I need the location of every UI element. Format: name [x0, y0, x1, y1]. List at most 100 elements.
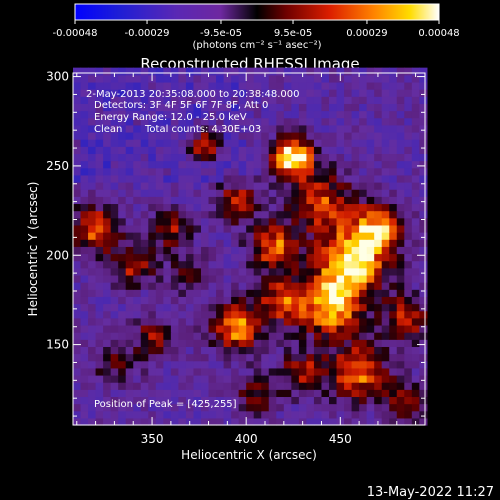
heatmap-cell — [298, 81, 308, 90]
heatmap-cell — [133, 110, 142, 119]
heatmap-cell — [404, 303, 413, 312]
heatmap-cell — [351, 332, 360, 340]
heatmap-cell — [389, 367, 398, 376]
heatmap-cell — [238, 181, 247, 190]
heatmap-cell — [283, 389, 292, 398]
heatmap-cell — [268, 167, 277, 176]
heatmap-cell — [88, 117, 97, 126]
heatmap-cell — [110, 103, 119, 112]
heatmap-cell — [246, 67, 255, 76]
heatmap-cell — [185, 110, 195, 119]
heatmap-cell — [140, 160, 149, 169]
heatmap-cell — [359, 310, 368, 319]
heatmap-cell — [155, 224, 164, 233]
heatmap-cell — [185, 239, 195, 247]
heatmap-cell — [155, 367, 164, 376]
heatmap-cell — [163, 224, 172, 233]
heatmap-cell — [185, 217, 195, 226]
heatmap-cell — [238, 267, 247, 276]
heatmap-cell — [148, 81, 157, 90]
heatmap-cell — [163, 253, 172, 262]
heatmap-cell — [118, 246, 127, 255]
heatmap-cell — [155, 103, 164, 112]
heatmap-cell — [163, 160, 172, 169]
heatmap-cell — [238, 217, 247, 226]
heatmap-cell — [321, 324, 330, 333]
heatmap-cell — [238, 167, 247, 176]
heatmap-cell — [344, 131, 353, 140]
heatmap-cell — [223, 374, 232, 383]
heatmap-cell — [419, 224, 428, 233]
heatmap-cell — [216, 189, 225, 197]
heatmap-cell — [80, 339, 89, 347]
heatmap-cell — [381, 267, 390, 276]
heatmap-cell — [103, 339, 112, 347]
heatmap-cell — [404, 232, 413, 240]
heatmap-cell — [170, 267, 180, 276]
heatmap-cell — [155, 203, 164, 212]
heatmap-cell — [73, 374, 82, 383]
heatmap-cell — [344, 89, 353, 97]
heatmap-cell — [216, 282, 225, 290]
heatmap-cell — [80, 303, 89, 312]
heatmap-cell — [223, 260, 232, 269]
heatmap-cell — [396, 303, 405, 312]
heatmap-cell — [163, 274, 172, 283]
heatmap-cell — [261, 332, 270, 340]
heatmap-cell — [411, 189, 420, 197]
heatmap-cell — [261, 396, 270, 405]
heatmap-cell — [411, 210, 420, 219]
heatmap-cell — [336, 174, 345, 183]
heatmap-cell — [313, 282, 323, 290]
heatmap-cell — [381, 282, 390, 290]
heatmap-cell — [321, 289, 330, 297]
heatmap-cell — [201, 339, 210, 347]
heatmap-cell — [283, 131, 292, 140]
heatmap-cell — [344, 74, 353, 83]
heatmap-cell — [140, 367, 149, 376]
heatmap-cell — [329, 374, 338, 383]
heatmap-cell — [389, 210, 398, 219]
heatmap-cell — [201, 96, 210, 104]
heatmap-cell — [238, 153, 247, 162]
heatmap-cell — [140, 210, 149, 219]
heatmap-cell — [208, 232, 217, 240]
heatmap-cell — [95, 353, 104, 362]
heatmap-cell — [268, 67, 277, 76]
heatmap-cell — [238, 117, 247, 126]
heatmap-cell — [359, 232, 368, 240]
heatmap-cell — [268, 117, 277, 126]
heatmap-cell — [381, 189, 390, 197]
heatmap-cell — [231, 67, 240, 76]
heatmap-cell — [133, 124, 142, 133]
heatmap-cell — [261, 274, 270, 283]
heatmap-cell — [110, 260, 119, 269]
heatmap-cell — [216, 117, 225, 126]
heatmap-cell — [411, 110, 420, 119]
heatmap-cell — [344, 181, 353, 190]
heatmap-cell — [381, 246, 390, 255]
heatmap-cell — [140, 239, 149, 247]
heatmap-cell — [155, 160, 164, 169]
heatmap-cell — [306, 103, 315, 112]
heatmap-cell — [336, 232, 345, 240]
heatmap-cell — [374, 332, 383, 340]
heatmap-cell — [261, 239, 270, 247]
heatmap-cell — [118, 81, 127, 90]
heatmap-cell — [411, 232, 420, 240]
heatmap-cell — [208, 74, 217, 83]
heatmap-cell — [291, 260, 300, 269]
heatmap-cell — [313, 253, 323, 262]
heatmap-cell — [351, 367, 360, 376]
heatmap-cell — [261, 267, 270, 276]
heatmap-cell — [329, 282, 338, 290]
heatmap-cell — [223, 303, 232, 312]
heatmap-cell — [178, 153, 187, 162]
heatmap-cell — [125, 117, 134, 126]
heatmap-cell — [95, 74, 104, 83]
heatmap-cell — [193, 224, 202, 233]
heatmap-cell — [223, 396, 232, 405]
heatmap-cell — [351, 124, 360, 133]
heatmap-cell — [148, 360, 157, 369]
heatmap-cell — [155, 360, 164, 369]
